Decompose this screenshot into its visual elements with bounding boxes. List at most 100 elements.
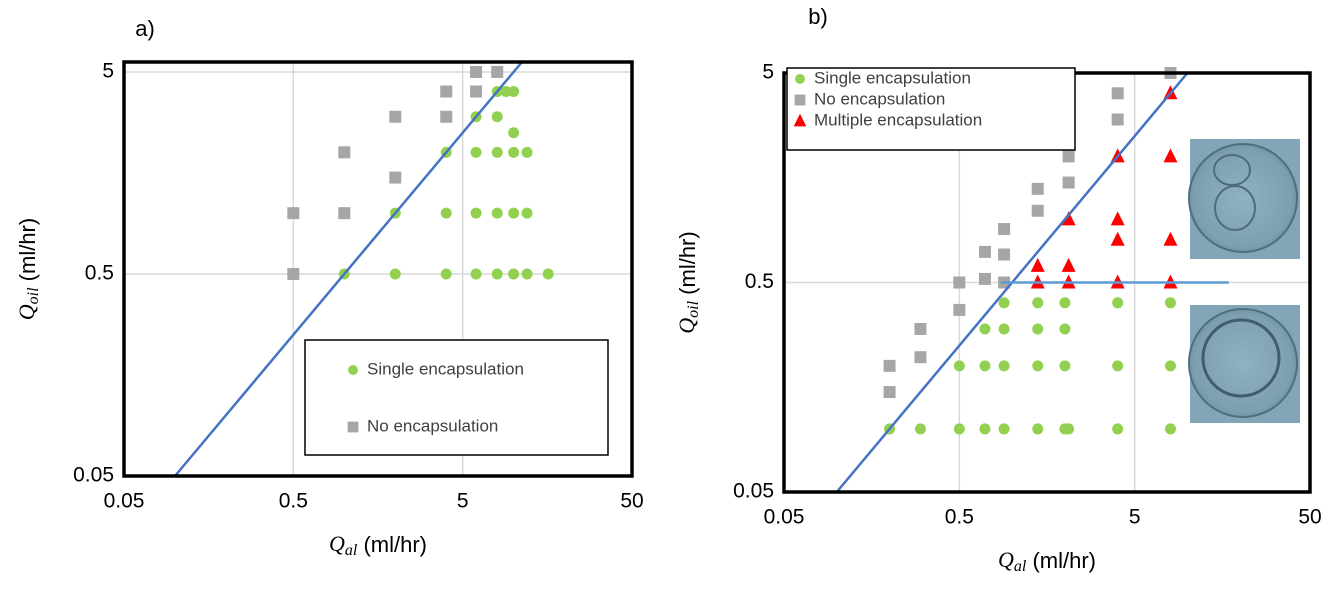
point <box>1110 231 1125 246</box>
x-tick-label: 5 <box>457 490 469 513</box>
point <box>998 360 1010 372</box>
point <box>491 65 504 78</box>
point <box>1032 423 1044 435</box>
point <box>953 303 966 316</box>
point <box>470 207 482 219</box>
point <box>914 322 927 335</box>
axis-symbol: Q <box>998 547 1014 572</box>
legend-label: Multiple encapsulation <box>814 110 982 129</box>
point <box>470 65 483 78</box>
axis-subscript: al <box>345 542 358 559</box>
legend-marker <box>347 421 359 433</box>
point <box>914 351 927 364</box>
axis-unit: (ml/hr) <box>1026 548 1096 573</box>
point <box>440 85 453 98</box>
point <box>287 207 300 220</box>
y-tick-label: 0.5 <box>85 262 114 285</box>
point <box>521 146 533 158</box>
axis-label: Qoil (ml/hr) <box>674 231 702 333</box>
point <box>287 267 300 280</box>
x-tick-label: 5 <box>1129 506 1141 529</box>
point <box>978 272 991 285</box>
point <box>953 276 966 289</box>
legend-box <box>786 67 1076 151</box>
axis-symbol: Q <box>14 304 39 320</box>
axis-label: Qoil (ml/hr) <box>14 218 42 320</box>
point <box>979 360 991 372</box>
point <box>883 359 896 372</box>
point <box>998 323 1010 335</box>
y-tick-label: 0.5 <box>745 270 774 293</box>
point <box>1059 297 1071 309</box>
point <box>389 268 401 280</box>
point <box>470 85 483 98</box>
x-tick-label: 0.05 <box>104 490 145 513</box>
point <box>521 268 533 280</box>
y-tick-label: 0.05 <box>73 464 114 487</box>
point <box>338 207 351 220</box>
point <box>491 207 503 219</box>
axis-label: Qal (ml/hr) <box>998 547 1096 575</box>
axis-subscript: al <box>1014 558 1027 575</box>
axis-symbol: Q <box>674 318 699 334</box>
panel-label: a) <box>135 16 155 41</box>
point <box>508 127 520 139</box>
point <box>1163 148 1178 163</box>
axis-subscript: oil <box>685 300 702 317</box>
point <box>389 171 402 184</box>
axis-unit: (ml/hr) <box>675 231 700 301</box>
legend: Single encapsulation No encapsulation <box>304 339 609 456</box>
panel: 0.05 0.5 5 500.050.55b)Qal (ml/hr)Qoil (ml/… <box>674 4 1322 575</box>
y-tick-label: 5 <box>102 59 114 82</box>
point <box>979 423 991 435</box>
legend-label: No encapsulation <box>367 416 498 435</box>
point <box>1059 323 1071 335</box>
point <box>978 245 991 258</box>
point <box>338 146 351 159</box>
point <box>1110 211 1125 226</box>
point <box>1163 231 1178 246</box>
point <box>440 207 452 219</box>
point <box>1164 297 1176 309</box>
point <box>914 423 926 435</box>
point <box>521 207 533 219</box>
point <box>508 86 520 98</box>
point <box>1112 297 1124 309</box>
point <box>1059 360 1071 372</box>
legend-marker <box>348 365 358 375</box>
legend-label: No encapsulation <box>814 89 945 108</box>
x-tick-label: 50 <box>620 490 643 513</box>
legend-marker <box>793 113 807 127</box>
legend-marker <box>795 74 805 84</box>
point <box>883 386 896 399</box>
point <box>470 268 482 280</box>
axis-subscript: oil <box>25 287 42 304</box>
point <box>1061 257 1076 272</box>
point <box>1062 150 1075 163</box>
axis-symbol: Q <box>329 531 345 556</box>
point <box>998 423 1010 435</box>
point <box>1164 360 1176 372</box>
point <box>979 323 991 335</box>
plot-frame <box>122 60 634 478</box>
legend-box <box>304 339 609 456</box>
point <box>1111 113 1124 126</box>
x-tick-label: 50 <box>1298 506 1321 529</box>
point <box>1063 423 1075 435</box>
point <box>1032 323 1044 335</box>
y-tick-label: 5 <box>762 61 774 84</box>
point <box>953 360 965 372</box>
point <box>1062 176 1075 189</box>
point <box>953 423 965 435</box>
x-tick-label: 0.05 <box>764 506 805 529</box>
point <box>1112 360 1124 372</box>
point <box>1112 423 1124 435</box>
legend-label: Single encapsulation <box>367 359 524 378</box>
axis-unit: (ml/hr) <box>357 532 427 557</box>
point <box>1032 297 1044 309</box>
point <box>389 110 402 123</box>
micrograph-top <box>1188 139 1300 259</box>
point <box>1031 204 1044 217</box>
point <box>1031 182 1044 195</box>
